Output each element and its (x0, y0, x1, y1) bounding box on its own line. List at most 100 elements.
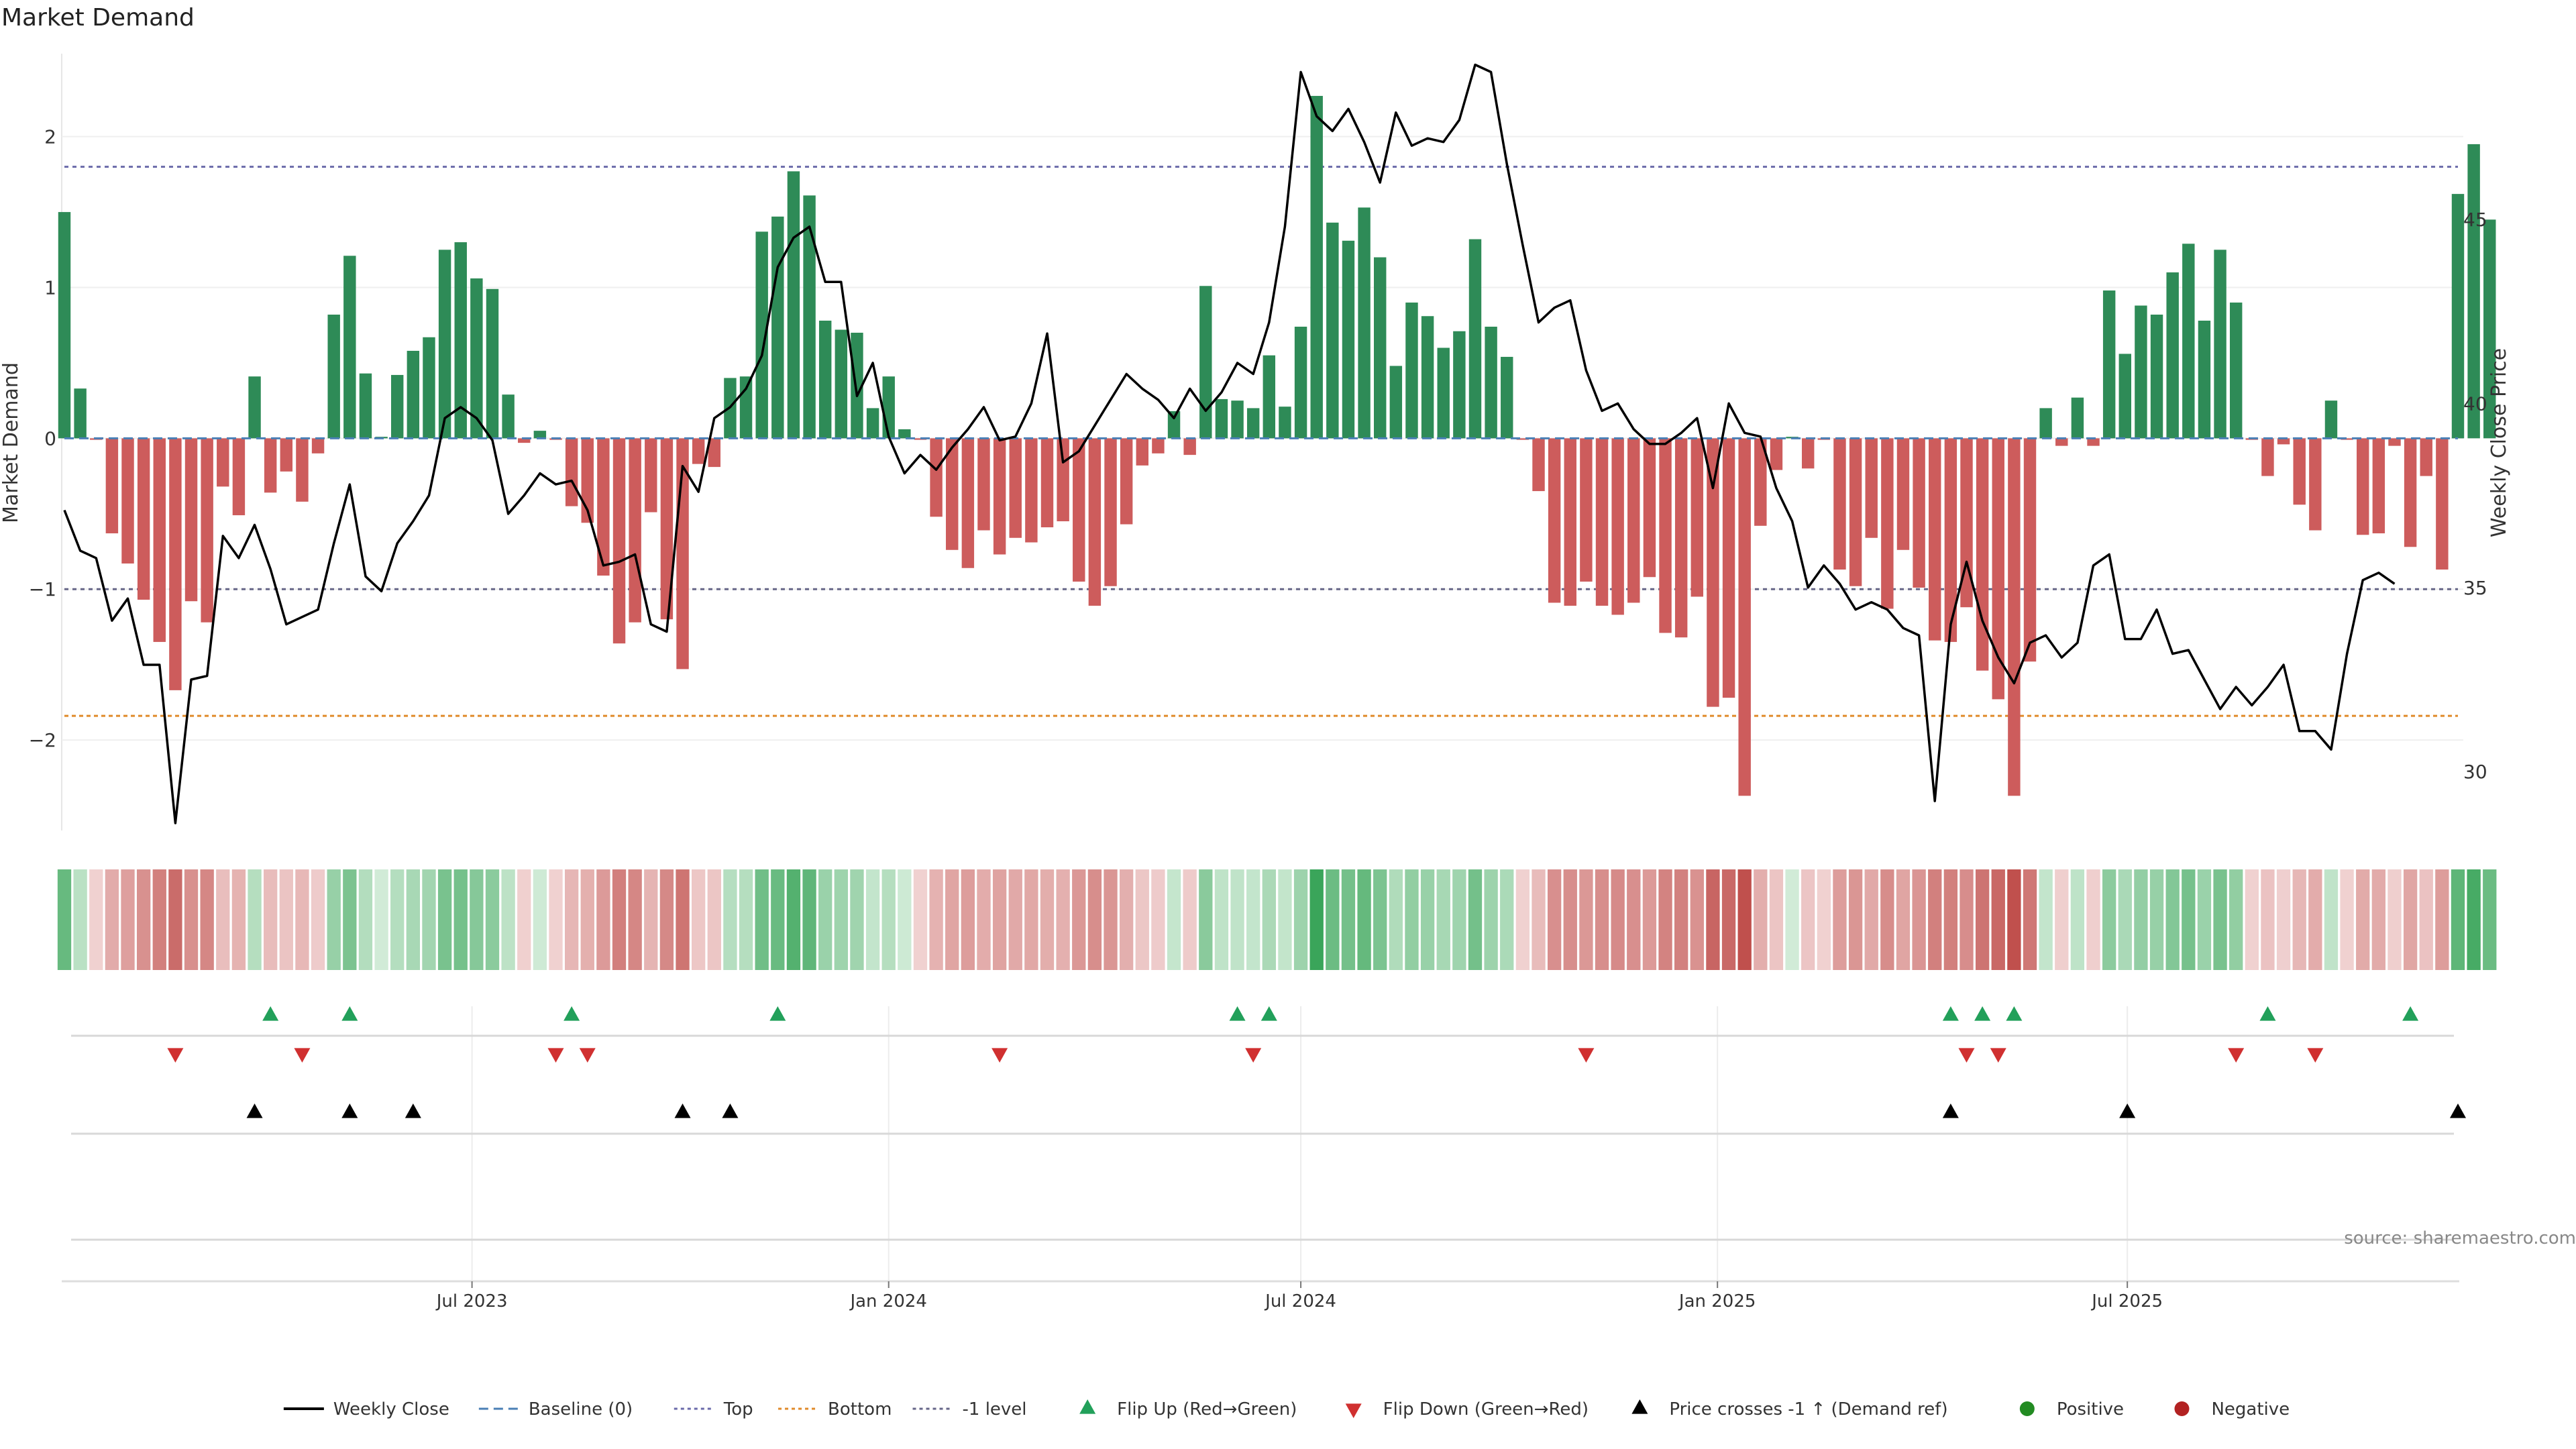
flip-up-marker (769, 1006, 786, 1021)
demand-bar (1310, 95, 1323, 439)
legend-label: Positive (2057, 1399, 2124, 1419)
chart-title: Market Demand (1, 4, 195, 32)
heat-cell (216, 869, 230, 970)
demand-bar (2087, 438, 2100, 446)
demand-bar (2198, 320, 2211, 439)
heat-cell (1563, 869, 1577, 970)
demand-bar (1057, 438, 1069, 522)
demand-bar (1896, 438, 1910, 550)
heat-cell (692, 869, 706, 970)
heat-cell (264, 869, 278, 970)
legend-item: Negative (2174, 1399, 2290, 1419)
demand-bar (898, 429, 911, 439)
demand-bar (502, 394, 515, 439)
demand-bar (1611, 438, 1624, 615)
heat-cell (453, 869, 468, 970)
demand-bar (1374, 257, 1387, 439)
heat-cell (1230, 869, 1244, 970)
heat-cell (1484, 869, 1498, 970)
heat-cell (1943, 869, 1958, 970)
demand-bar (1215, 398, 1228, 439)
demand-bar (184, 438, 198, 602)
heat-cell (1326, 869, 1340, 970)
demand-bar (1722, 438, 1735, 698)
heat-cell (1389, 869, 1403, 970)
heat-cell (121, 869, 135, 970)
heat-cell (1151, 869, 1165, 970)
demand-bar (1342, 240, 1355, 439)
demand-bar (1009, 438, 1022, 538)
legend-label: Negative (2211, 1399, 2290, 1419)
heat-cell (771, 869, 785, 970)
demand-bar (2102, 290, 2116, 439)
demand-bar (1516, 438, 1529, 440)
demand-bar (264, 438, 277, 493)
heat-cell (1278, 869, 1292, 970)
demand-bar (518, 438, 531, 443)
demand-bar (1485, 326, 1497, 439)
heat-cell (755, 869, 769, 970)
demand-bar (121, 438, 134, 564)
demand-bar (1263, 355, 1276, 439)
heat-cell (580, 869, 594, 970)
demand-bars (58, 95, 2496, 796)
heat-cell (1452, 869, 1466, 970)
legend-label: Flip Down (Green→Red) (1383, 1399, 1589, 1419)
demand-bar (1707, 438, 1719, 707)
flip-down-marker (1245, 1048, 1262, 1063)
demand-bar (359, 373, 372, 439)
left-axis-label: Market Demand (0, 362, 23, 523)
demand-bar (2357, 438, 2369, 535)
heat-cell (2229, 869, 2243, 970)
demand-bar (2420, 438, 2432, 476)
demand-bar (2182, 244, 2195, 439)
heat-cell (1833, 869, 1847, 970)
x-tick-label: Jul 2023 (435, 1291, 508, 1311)
flip-up-marker (1260, 1006, 1277, 1021)
x-tick-label: Jan 2025 (1678, 1291, 1756, 1311)
heat-cell (1769, 869, 1784, 970)
demand-bar (645, 438, 657, 513)
heat-cell (1087, 869, 1102, 970)
heat-cell (2023, 869, 2037, 970)
heat-cell (248, 869, 262, 970)
heat-cell (358, 869, 373, 970)
demand-bar (533, 431, 547, 439)
flip-up-marker (1229, 1006, 1246, 1021)
heat-cell (707, 869, 721, 970)
heat-cell (2419, 869, 2433, 970)
heat-cell (406, 869, 421, 970)
legend-item: Weekly Close (283, 1399, 449, 1419)
left-axis-ticks: 2 1 0 −1 −2 (29, 126, 56, 751)
heat-cell (1008, 869, 1022, 970)
demand-bar (280, 438, 293, 472)
heat-cell (1357, 869, 1371, 970)
left-tick-label: 2 (44, 126, 56, 148)
demand-bar (58, 212, 71, 439)
heat-cell (1309, 869, 1324, 970)
demand-bar (1088, 438, 1102, 606)
demand-bar (1564, 438, 1576, 606)
demand-bar (1643, 438, 1656, 578)
heat-cell (2182, 869, 2196, 970)
heat-cell (977, 869, 991, 970)
demand-bar (2135, 305, 2147, 439)
heat-cell (1706, 869, 1720, 970)
demand-bar (930, 438, 943, 517)
demand-bar (1944, 438, 1957, 642)
demand-bar (1674, 438, 1688, 638)
demand-bar (1913, 438, 1925, 588)
demand-bar (2404, 438, 2417, 547)
left-tick-label: 0 (44, 427, 56, 449)
heat-cell (1960, 869, 1974, 970)
heat-cell (485, 869, 500, 970)
demand-bar (217, 438, 229, 487)
heat-cell (676, 869, 690, 970)
demand-bar (1801, 438, 1815, 469)
demand-bar (1770, 438, 1783, 470)
heat-cell (1674, 869, 1688, 970)
heat-cell (1135, 869, 1149, 970)
demand-bar (2309, 438, 2322, 531)
demand-bar (1120, 438, 1133, 525)
price-cross-marker (341, 1104, 358, 1118)
